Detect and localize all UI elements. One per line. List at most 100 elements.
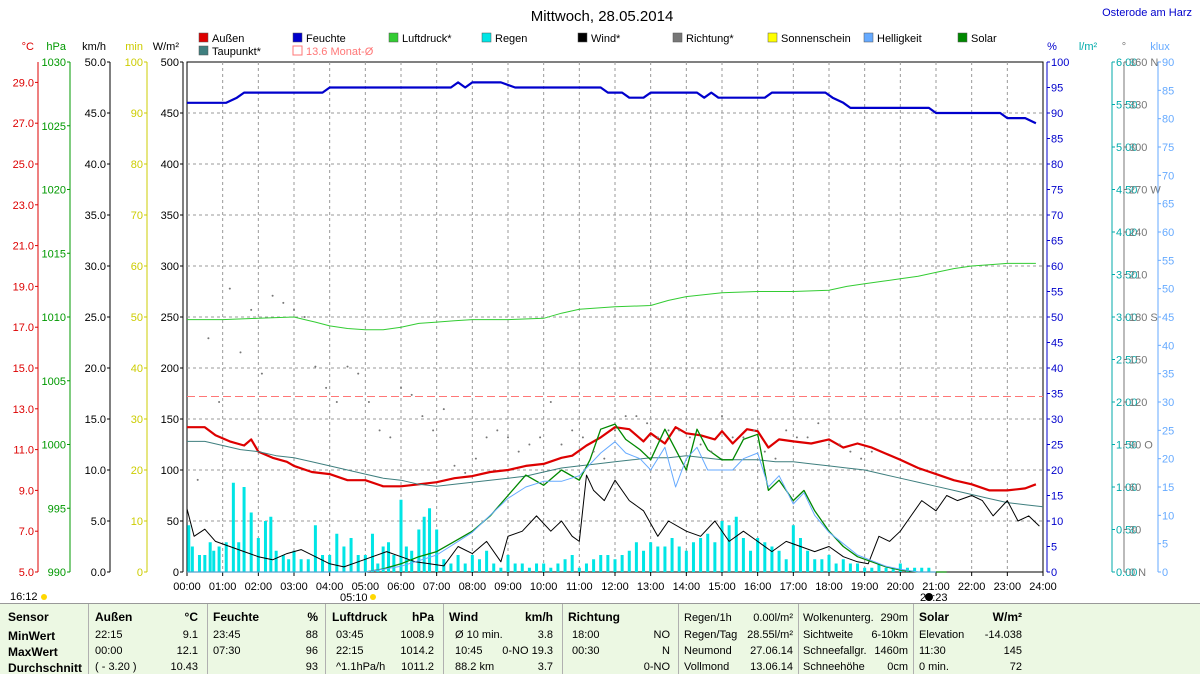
rain-bar bbox=[691, 542, 695, 572]
series-line-helligkeit bbox=[187, 441, 936, 573]
rain-bar bbox=[599, 555, 603, 572]
solar-label: 11:30 bbox=[919, 645, 946, 657]
rain-bar bbox=[370, 533, 374, 572]
direction-point bbox=[699, 443, 702, 446]
left-axis-unit: W/m² bbox=[153, 41, 180, 53]
table-cell-value: 12.1 bbox=[176, 645, 198, 657]
solar-value: -14.038 bbox=[984, 629, 1022, 641]
bottom-left-time: 16:12 bbox=[10, 591, 38, 603]
rain-bar bbox=[613, 559, 617, 572]
table-header: Sensor bbox=[8, 610, 49, 624]
left-axis-tick-label: 20 bbox=[131, 465, 143, 477]
legend-label: Luftdruck* bbox=[402, 33, 452, 45]
series-line-solar bbox=[187, 423, 947, 573]
rain-bar bbox=[363, 555, 367, 572]
right-axis-tick-label: 10 bbox=[1051, 516, 1063, 528]
rain-bar bbox=[224, 542, 228, 572]
right-axis-tick-label: 5.50 bbox=[1116, 100, 1137, 112]
left-axis-tick-label: 0 bbox=[137, 567, 143, 579]
direction-point bbox=[763, 450, 766, 453]
rain-bars bbox=[187, 482, 931, 572]
legend-label: Helligkeit bbox=[877, 33, 922, 45]
left-axis-tick-label: 80 bbox=[131, 159, 143, 171]
direction-point bbox=[785, 429, 788, 432]
sunset-icon bbox=[925, 593, 933, 601]
sun-icon bbox=[41, 594, 47, 600]
rain-bar bbox=[404, 546, 408, 572]
rain-bar bbox=[877, 563, 881, 572]
legend-swatch bbox=[577, 32, 588, 43]
x-axis-tick-label: 06:00 bbox=[387, 581, 415, 593]
table-cell-value: 9.1 bbox=[182, 629, 198, 641]
right-axis-tick-label: 240 bbox=[1129, 227, 1147, 239]
direction-point bbox=[678, 429, 681, 432]
left-axis-tick-label: 1020 bbox=[42, 185, 66, 197]
right-axis-tick-label: 180 S bbox=[1129, 312, 1158, 324]
rain-bar bbox=[499, 567, 503, 572]
table-divider bbox=[798, 604, 799, 674]
solar-value: 145 bbox=[1003, 645, 1022, 657]
left-axis-tick-label: 40 bbox=[131, 363, 143, 375]
left-axis-tick-label: 350 bbox=[161, 210, 179, 222]
right-axis-tick-label: 0.00 bbox=[1116, 567, 1137, 579]
right-axis-tick-label: 270 W bbox=[1129, 185, 1161, 197]
direction-point bbox=[260, 372, 263, 375]
rain-value: 27.06.14 bbox=[750, 645, 793, 657]
right-axis-tick-label: 5 bbox=[1162, 539, 1168, 551]
rain-bar bbox=[734, 516, 738, 572]
rain-bar bbox=[706, 533, 710, 572]
direction-point bbox=[250, 308, 253, 311]
sunrise-icon bbox=[370, 594, 376, 600]
right-axis-unit: ° bbox=[1122, 41, 1126, 53]
rain-bar bbox=[670, 538, 674, 572]
right-axis-tick-label: 1.50 bbox=[1116, 440, 1137, 452]
right-axis-tick-label: 45 bbox=[1051, 338, 1063, 350]
x-axis-tick-label: 12:00 bbox=[601, 581, 629, 593]
x-axis-tick-label: 05:00 bbox=[352, 581, 380, 593]
right-axis-tick-label: 2.00 bbox=[1116, 397, 1137, 409]
rain-bar bbox=[263, 521, 267, 572]
left-axis-tick-label: 11.0 bbox=[13, 445, 34, 457]
direction-point bbox=[228, 287, 231, 290]
cloud-label: Schneefallgr. bbox=[803, 645, 867, 657]
left-axis-tick-label: 45.0 bbox=[85, 108, 106, 120]
right-axis-tick-label: 360 N bbox=[1129, 57, 1158, 69]
left-axis-tick-label: 30 bbox=[131, 414, 143, 426]
right-axis-tick-label: 45 bbox=[1162, 312, 1174, 324]
table-header: Wind bbox=[449, 610, 479, 624]
rain-bar bbox=[381, 546, 385, 572]
direction-point bbox=[410, 393, 413, 396]
right-axis-tick-label: 2.50 bbox=[1116, 355, 1137, 367]
direction-point bbox=[218, 401, 221, 403]
x-axis-tick-label: 13:00 bbox=[637, 581, 665, 593]
direction-point bbox=[806, 436, 809, 439]
rain-bar bbox=[720, 521, 724, 572]
rain-bar bbox=[863, 567, 867, 572]
direction-point bbox=[710, 450, 713, 453]
chart-title: Mittwoch, 28.05.2014 bbox=[531, 8, 674, 25]
table-cell-time: 88.2 km bbox=[455, 661, 495, 673]
legend-swatch bbox=[863, 32, 874, 43]
direction-point bbox=[635, 415, 638, 418]
table-cell-value: N bbox=[662, 645, 670, 657]
left-axis-tick-label: 20.0 bbox=[85, 363, 106, 375]
left-axis-tick-label: 0.0 bbox=[91, 567, 106, 579]
table-cell-time: 03:45 bbox=[336, 629, 364, 641]
rain-bar bbox=[577, 567, 581, 572]
right-axis-tick-label: 0 bbox=[1162, 567, 1168, 579]
direction-point bbox=[282, 301, 285, 304]
rain-bar bbox=[256, 538, 260, 572]
direction-point bbox=[549, 401, 552, 403]
left-axis-tick-label: 400 bbox=[161, 159, 179, 171]
x-axis-tick-label: 21:00 bbox=[922, 581, 950, 593]
table-row-label: Durchschnitt bbox=[8, 661, 83, 675]
direction-point bbox=[849, 450, 852, 453]
table-header-unit: °C bbox=[184, 610, 198, 624]
left-axis-tick-label: 1015 bbox=[42, 248, 66, 260]
left-axis-tick-label: 23.0 bbox=[13, 200, 34, 212]
direction-point bbox=[432, 429, 435, 432]
right-axis-tick-label: 20 bbox=[1162, 454, 1174, 466]
direction-point bbox=[539, 436, 542, 439]
left-axis-unit: °C bbox=[22, 41, 34, 53]
direction-point bbox=[378, 429, 381, 432]
